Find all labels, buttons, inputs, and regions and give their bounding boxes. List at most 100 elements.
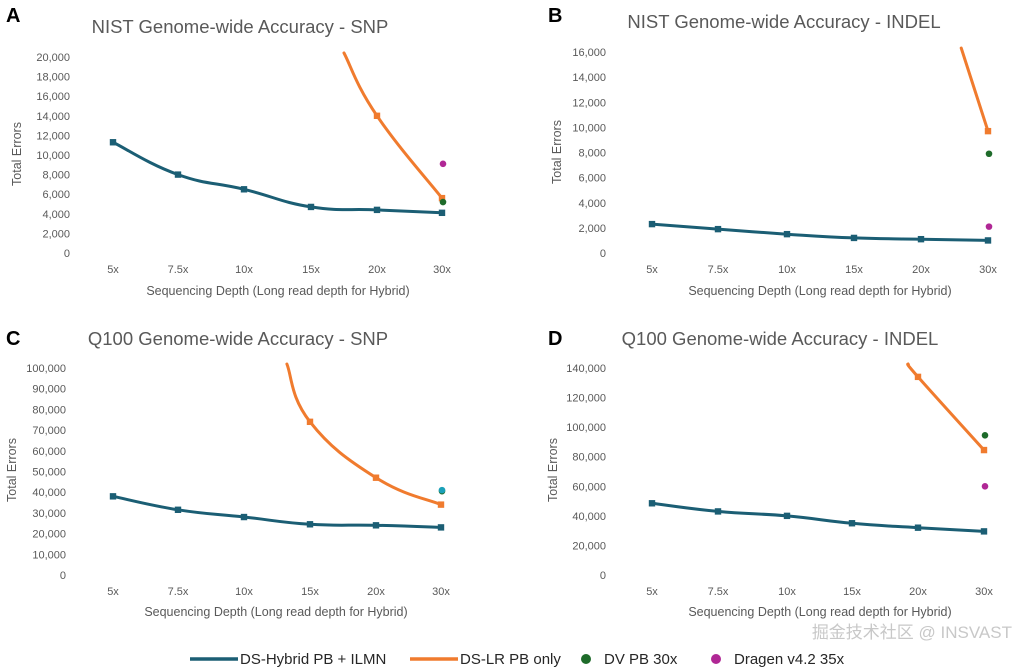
- x-tick-label: 10x: [235, 264, 253, 276]
- series-line-lr: [342, 51, 444, 200]
- data-point: [848, 520, 856, 527]
- data-point: [783, 512, 791, 520]
- data-point: [109, 139, 117, 146]
- data-point: [648, 500, 656, 507]
- legend-label: DS-Hybrid PB + ILMN: [240, 651, 386, 668]
- data-point: [437, 524, 445, 531]
- x-tick-label: 10x: [778, 264, 796, 276]
- data-point: [984, 127, 992, 135]
- panel-label: B: [548, 5, 562, 27]
- x-axis-label: Sequencing Depth (Long read depth for Hy…: [144, 605, 407, 619]
- x-tick-label: 7.5x: [708, 264, 729, 276]
- data-point: [373, 112, 381, 119]
- series-line-lr: [959, 46, 990, 133]
- dragen-point: [985, 223, 993, 230]
- x-tick-label: 20x: [909, 586, 927, 598]
- data-point: [306, 521, 314, 528]
- y-axis-label: Total Errors: [10, 122, 24, 186]
- chart-title: Q100 Genome-wide Accuracy - SNP: [88, 328, 388, 349]
- x-tick-label: 10x: [778, 586, 796, 598]
- y-axis-label: Total Errors: [546, 438, 560, 502]
- panel-label: A: [6, 5, 20, 27]
- chart-panel-c: C Q100 Genome-wide Accuracy - SNP 0 10,000 2…: [5, 328, 450, 619]
- x-tick-label: 10x: [235, 586, 253, 598]
- y-tick-label: 140,000: [566, 363, 606, 375]
- dragen-point: [439, 160, 447, 168]
- y-axis-label: Total Errors: [5, 438, 19, 502]
- legend-label: DV PB 30x: [604, 651, 678, 668]
- x-axis-label: Sequencing Depth (Long read depth for Hy…: [146, 284, 409, 298]
- x-tick-label: 15x: [845, 264, 863, 276]
- series-line-hybrid: [650, 222, 990, 242]
- data-point: [850, 234, 858, 242]
- chart-panel-a: A NIST Genome-wide Accuracy - SNP 0 2,000 4,…: [6, 5, 451, 298]
- data-point: [109, 493, 117, 500]
- data-point: [174, 171, 182, 178]
- x-tick-label: 5x: [646, 586, 658, 598]
- y-tick-label: 90,000: [32, 384, 66, 396]
- y-tick-label: 6,000: [578, 173, 606, 185]
- y-tick-label: 20,000: [572, 540, 606, 552]
- x-tick-label: 5x: [646, 264, 658, 276]
- y-tick-label: 4,000: [578, 198, 606, 210]
- y-tick-label: 2,000: [578, 223, 606, 235]
- data-point: [174, 506, 182, 513]
- data-point: [438, 194, 446, 202]
- y-tick-label: 100,000: [26, 363, 66, 375]
- x-tick-label: 30x: [432, 586, 450, 598]
- series-line-hybrid: [650, 501, 986, 533]
- y-tick-label: 14,000: [36, 111, 70, 123]
- panel-label: D: [548, 328, 562, 350]
- y-tick-label: 0: [64, 248, 70, 260]
- y-tick-label: 0: [600, 570, 606, 582]
- y-tick-label: 10,000: [36, 150, 70, 162]
- data-point: [372, 522, 380, 529]
- x-tick-label: 15x: [843, 586, 861, 598]
- y-tick-label: 14,000: [572, 72, 606, 84]
- watermark: 掘金技术社区 @ INSVAST: [812, 623, 1012, 642]
- data-point: [980, 528, 988, 535]
- dragen-point: [981, 482, 989, 490]
- x-tick-label: 30x: [975, 586, 993, 598]
- data-point: [980, 446, 988, 454]
- x-tick-label: 5x: [107, 586, 119, 598]
- chart-title: Q100 Genome-wide Accuracy - INDEL: [622, 328, 939, 349]
- data-point: [373, 206, 381, 214]
- legend: DS-Hybrid PB + ILMN DS-LR PB only DV PB 30…: [190, 651, 845, 668]
- x-tick-label: 20x: [368, 264, 386, 276]
- y-tick-label: 30,000: [32, 508, 66, 520]
- data-point: [914, 524, 922, 531]
- y-tick-label: 20,000: [32, 529, 66, 541]
- y-axis-label: Total Errors: [550, 120, 564, 184]
- chart-panel-d: D Q100 Genome-wide Accuracy - INDEL 0 20,00…: [546, 328, 993, 619]
- dv-point: [981, 431, 989, 439]
- y-tick-label: 20,000: [36, 52, 70, 64]
- y-tick-label: 40,000: [32, 487, 66, 499]
- y-tick-label: 4,000: [42, 209, 70, 221]
- x-tick-label: 15x: [301, 586, 319, 598]
- x-axis-label: Sequencing Depth (Long read depth for Hy…: [688, 284, 951, 298]
- y-tick-label: 6,000: [42, 189, 70, 201]
- y-tick-label: 120,000: [566, 393, 606, 405]
- panel-label: C: [6, 328, 20, 350]
- y-tick-label: 2,000: [42, 228, 70, 240]
- data-point: [438, 209, 446, 217]
- x-tick-label: 7.5x: [168, 586, 189, 598]
- y-tick-label: 8,000: [578, 148, 606, 160]
- series-line-hybrid: [111, 494, 443, 529]
- dv-point: [985, 150, 993, 158]
- y-tick-label: 12,000: [572, 97, 606, 109]
- chart-panel-b: B NIST Genome-wide Accuracy - INDEL 0 2,000…: [548, 5, 997, 298]
- y-tick-label: 16,000: [572, 47, 606, 59]
- series-line-hybrid: [111, 140, 444, 215]
- data-point: [984, 237, 992, 244]
- y-tick-label: 100,000: [566, 422, 606, 434]
- y-tick-label: 0: [600, 248, 606, 260]
- chart-title: NIST Genome-wide Accuracy - INDEL: [627, 11, 940, 32]
- dv-point: [439, 198, 447, 206]
- data-point: [240, 186, 248, 193]
- y-tick-label: 50,000: [32, 467, 66, 479]
- y-tick-label: 60,000: [32, 446, 66, 458]
- y-tick-label: 0: [60, 570, 66, 582]
- data-point: [917, 235, 925, 243]
